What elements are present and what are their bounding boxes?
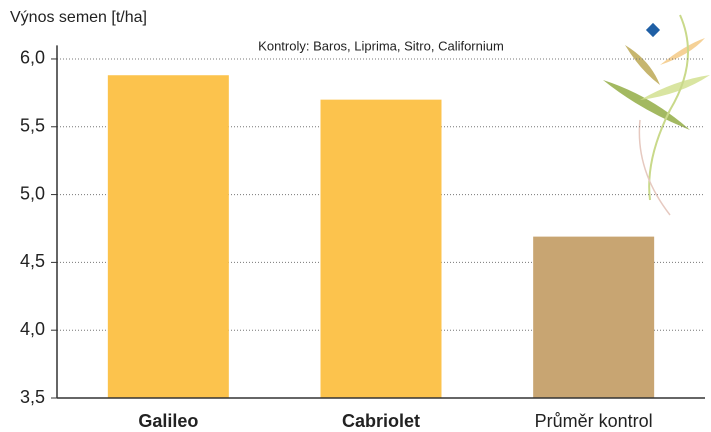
x-tick-label: Průměr kontrol: [535, 411, 653, 431]
y-tick-label: 6,0: [20, 48, 45, 68]
bar: [320, 99, 442, 399]
chart-subtitle: Kontroly: Baros, Liprima, Sitro, Califor…: [258, 38, 504, 53]
x-tick-label: Galileo: [138, 411, 198, 431]
bar: [107, 75, 229, 398]
logo: [603, 14, 710, 216]
y-tick-label: 5,5: [20, 116, 45, 136]
y-tick-label: 5,0: [20, 183, 45, 203]
y-tick-label: 4,5: [20, 251, 45, 271]
bar: [533, 236, 655, 398]
y-tick-label: 3,5: [20, 387, 45, 407]
x-tick-label: Cabriolet: [342, 411, 420, 431]
chart-title: Výnos semen [t/ha]: [10, 9, 147, 26]
y-tick-label: 4,0: [20, 319, 45, 339]
